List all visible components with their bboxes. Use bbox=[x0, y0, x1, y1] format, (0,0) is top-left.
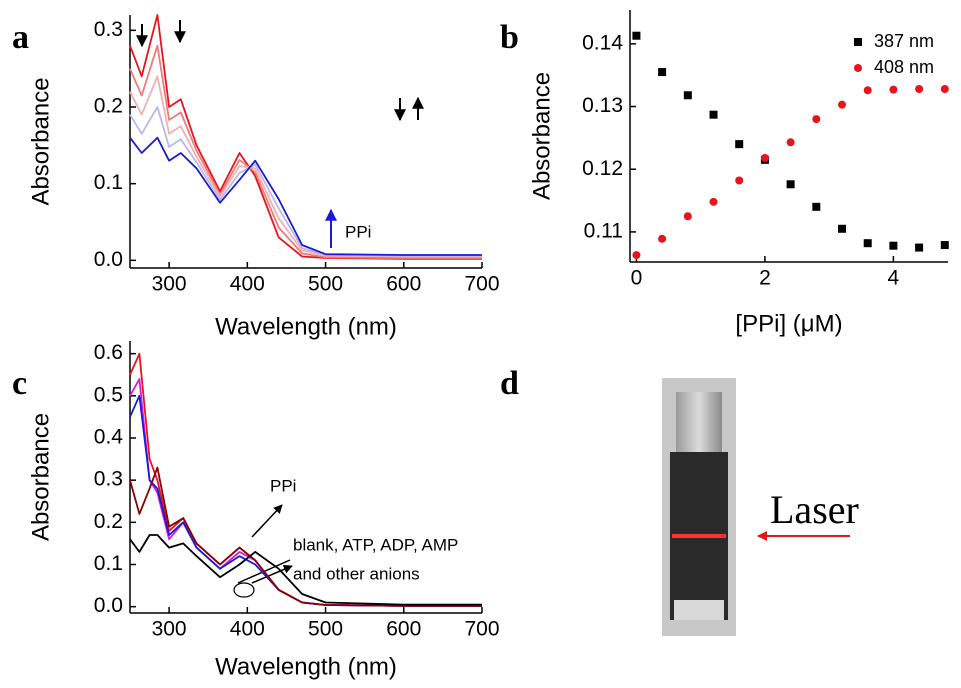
spectrum-line bbox=[129, 136, 482, 256]
x-tick-label: 500 bbox=[308, 273, 343, 296]
y-tick-label: 0.13 bbox=[582, 94, 623, 117]
y-tick-label: 0.3 bbox=[94, 18, 123, 41]
cuvette-photo: Laser bbox=[662, 378, 859, 636]
point bbox=[889, 85, 898, 94]
point bbox=[683, 91, 692, 100]
laser-beam bbox=[672, 534, 726, 538]
y-tick-label: 0.0 bbox=[94, 594, 123, 617]
x-tick-label: 0 bbox=[631, 267, 643, 290]
y-tick-label: 0.2 bbox=[94, 95, 123, 118]
point bbox=[632, 31, 641, 40]
x-tick-label: 500 bbox=[308, 618, 343, 641]
marker-ellipse bbox=[233, 582, 255, 598]
spectrum-line bbox=[129, 534, 482, 606]
annotation: blank, ATP, ADP, AMP bbox=[293, 535, 458, 554]
x-tick-label: 2 bbox=[759, 267, 771, 290]
y-tick-label: 0.12 bbox=[582, 157, 623, 180]
point bbox=[915, 243, 924, 252]
point bbox=[786, 180, 795, 189]
annotation: PPi bbox=[270, 476, 296, 495]
y-tick-label: 0.4 bbox=[94, 426, 124, 449]
point bbox=[786, 138, 795, 147]
y-tick-label: 0.5 bbox=[94, 383, 123, 406]
point bbox=[632, 251, 641, 260]
annotation: and other anions bbox=[293, 564, 420, 583]
cuvette-base bbox=[674, 600, 724, 620]
y-tick-label: 0.3 bbox=[94, 468, 123, 491]
arrow bbox=[251, 504, 283, 538]
point bbox=[863, 239, 872, 248]
y-axis-title: Absorbance bbox=[27, 413, 54, 541]
point bbox=[838, 100, 846, 109]
spectrum-line bbox=[129, 75, 482, 258]
y-tick-label: 0.1 bbox=[94, 171, 123, 194]
point bbox=[863, 86, 872, 95]
y-tick-label: 0.2 bbox=[94, 510, 123, 533]
y-tick-label: 0.0 bbox=[94, 248, 123, 271]
point bbox=[735, 176, 744, 185]
point bbox=[812, 202, 821, 211]
y-axis-title: Absorbance bbox=[27, 77, 54, 205]
legend-label: 408 nm bbox=[874, 57, 934, 77]
point bbox=[735, 140, 744, 149]
point bbox=[812, 115, 821, 124]
y-tick-label: 0.14 bbox=[582, 31, 623, 54]
panel-label: d bbox=[500, 365, 519, 402]
point bbox=[940, 241, 949, 250]
arrow bbox=[251, 565, 293, 584]
legend-label: 387 nm bbox=[874, 31, 934, 51]
laser-label: Laser bbox=[770, 487, 859, 532]
point bbox=[658, 234, 667, 243]
point bbox=[760, 153, 769, 162]
x-tick-label: 400 bbox=[230, 618, 265, 641]
x-tick-label: 600 bbox=[386, 273, 421, 296]
legend-marker bbox=[854, 64, 862, 72]
point bbox=[915, 84, 924, 93]
panel-label: c bbox=[12, 365, 27, 402]
x-axis-title: [PPi] (μM) bbox=[735, 310, 842, 337]
point bbox=[709, 197, 718, 206]
spectrum-line bbox=[129, 14, 482, 260]
cuvette-cap bbox=[676, 392, 722, 452]
x-tick-label: 4 bbox=[888, 267, 900, 290]
point bbox=[709, 110, 718, 119]
spectrum-line bbox=[129, 44, 482, 259]
x-tick-label: 300 bbox=[152, 618, 187, 641]
point bbox=[838, 224, 846, 233]
x-tick-label: 300 bbox=[152, 273, 187, 296]
y-tick-label: 0.6 bbox=[94, 341, 123, 364]
y-tick-label: 0.11 bbox=[584, 219, 623, 242]
spectrum-line bbox=[129, 466, 482, 607]
panel-label: b bbox=[500, 19, 519, 56]
point bbox=[658, 68, 667, 77]
spectrum-line bbox=[129, 106, 482, 257]
x-tick-label: 600 bbox=[386, 618, 421, 641]
point bbox=[940, 84, 949, 93]
point bbox=[683, 212, 692, 221]
legend-marker bbox=[854, 38, 862, 46]
y-tick-label: 0.1 bbox=[94, 552, 123, 575]
panel-label: a bbox=[12, 19, 29, 56]
y-axis-title: Absorbance bbox=[528, 72, 555, 200]
x-tick-label: 400 bbox=[230, 273, 265, 296]
x-axis-title: Wavelength (nm) bbox=[215, 653, 397, 680]
x-axis-title: Wavelength (nm) bbox=[215, 313, 397, 340]
x-tick-label: 700 bbox=[464, 618, 499, 641]
point bbox=[889, 241, 898, 250]
x-tick-label: 700 bbox=[464, 273, 499, 296]
annotation: PPi bbox=[345, 222, 371, 241]
